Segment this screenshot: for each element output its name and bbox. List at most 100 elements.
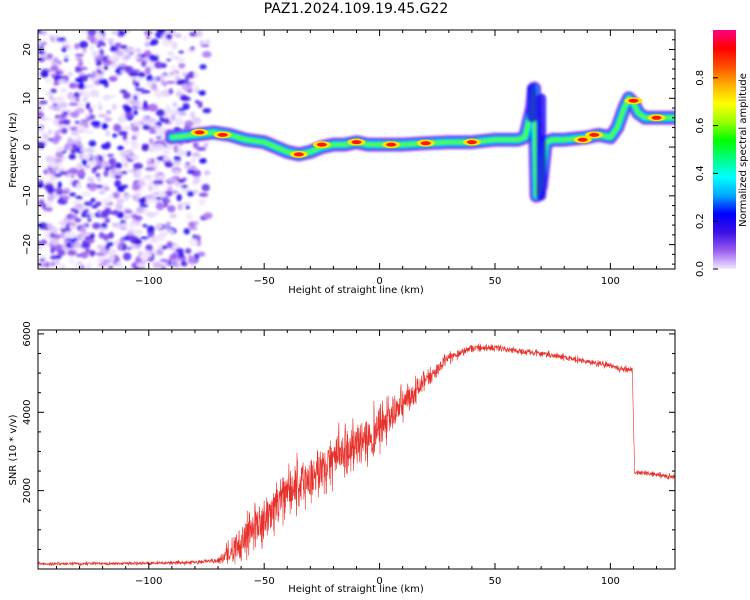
noise-blob [79, 91, 84, 96]
noise-blob [85, 237, 95, 244]
peak-core [386, 142, 397, 147]
noise-blob [132, 120, 140, 127]
noise-blob [198, 90, 206, 96]
noise-blob [132, 109, 138, 116]
noise-blob [169, 204, 175, 213]
noise-blob [88, 140, 97, 147]
noise-blob [132, 171, 142, 179]
noise-blob [38, 100, 48, 105]
noise-blob [109, 94, 117, 98]
noise-blob [75, 133, 81, 137]
x-tick-label: 0 [376, 576, 382, 587]
noise-blob [176, 79, 186, 85]
noise-blob [102, 122, 108, 130]
snr-x-label: Height of straight line (km) [288, 584, 424, 595]
noise-blob [172, 264, 181, 268]
spectrogram-x-label: Height of straight line (km) [288, 285, 424, 296]
noise-blob [202, 107, 212, 114]
noise-blob [166, 241, 173, 249]
noise-blob [44, 183, 54, 191]
noise-blob [176, 193, 182, 202]
noise-blob [164, 161, 174, 168]
snr-panel: −100 −50 0 50 100 2000 4000 6000 Height of str… [8, 321, 676, 595]
noise-blob [152, 180, 163, 185]
noise-blob [84, 84, 90, 89]
noise-blob [186, 169, 196, 175]
colorbar-tick-label: 0.6 [695, 118, 706, 134]
noise-blob [60, 87, 67, 93]
noise-blob [144, 90, 151, 94]
noise-blob [146, 35, 151, 40]
noise-blob [89, 213, 95, 219]
noise-blob [60, 113, 67, 120]
noise-blob [57, 78, 67, 84]
noise-blob [87, 262, 94, 267]
noise-blob [67, 71, 73, 78]
noise-blob [164, 190, 173, 195]
noise-blob [95, 59, 102, 67]
noise-blob [69, 257, 74, 265]
noise-blob [179, 94, 188, 101]
noise-blob [164, 143, 174, 150]
noise-blob [78, 72, 86, 76]
colorbar-ticks: 0.0 0.2 0.4 0.6 0.8 [695, 70, 718, 277]
noise-blob [38, 111, 45, 118]
noise-blob [106, 153, 114, 157]
noise-blob [49, 238, 60, 246]
spectrogram-x-axis: −100 −50 0 50 100 [55, 30, 658, 287]
noise-blob [183, 228, 190, 235]
noise-blob [98, 78, 108, 85]
noise-blob [205, 39, 211, 44]
noise-blob [71, 200, 82, 205]
noise-blob [160, 79, 166, 85]
noise-blob [156, 30, 167, 33]
noise-blob [195, 234, 201, 242]
noise-blob [74, 43, 80, 50]
noise-blob [112, 133, 118, 138]
noise-blob [108, 157, 117, 166]
noise-blob [167, 185, 173, 192]
noise-blob [203, 212, 213, 220]
noise-blob [124, 209, 133, 215]
noise-blob [97, 101, 103, 108]
noise-blob [40, 239, 48, 245]
snr-plot-area [38, 343, 675, 567]
noise-blob [202, 51, 212, 58]
noise-blob [47, 194, 55, 202]
noise-blob [168, 88, 174, 95]
noise-blob [169, 213, 177, 219]
noise-blob [188, 221, 196, 228]
noise-blob [203, 170, 211, 176]
noise-blob [123, 126, 131, 130]
noise-blob [91, 104, 97, 109]
noise-blob [187, 89, 193, 93]
noise-blob [57, 146, 65, 152]
noise-blob [142, 115, 149, 122]
noise-blob [118, 225, 128, 231]
noise-blob [185, 205, 190, 210]
noise-blob [142, 224, 148, 228]
ridge-spread [536, 93, 547, 201]
x-tick-label: −100 [135, 276, 162, 287]
noise-blob [170, 258, 176, 267]
noise-blob [67, 46, 74, 52]
noise-blob [197, 101, 203, 109]
noise-blob [47, 223, 53, 231]
noise-blob [133, 162, 143, 170]
noise-blob [167, 177, 177, 183]
noise-blob [138, 197, 147, 204]
noise-blob [109, 64, 118, 68]
noise-blob [155, 249, 164, 256]
noise-blob [56, 104, 61, 112]
snr-x-axis: −100 −50 0 50 100 [55, 330, 658, 587]
noise-blob [189, 31, 197, 37]
noise-blob [107, 248, 117, 256]
noise-blob [192, 154, 202, 158]
noise-blob [120, 112, 126, 119]
noise-blob [80, 242, 91, 249]
noise-blob [56, 40, 61, 44]
noise-blob [107, 193, 114, 200]
noise-blob [56, 37, 67, 42]
noise-blob [134, 229, 144, 235]
noise-blob [144, 41, 150, 48]
